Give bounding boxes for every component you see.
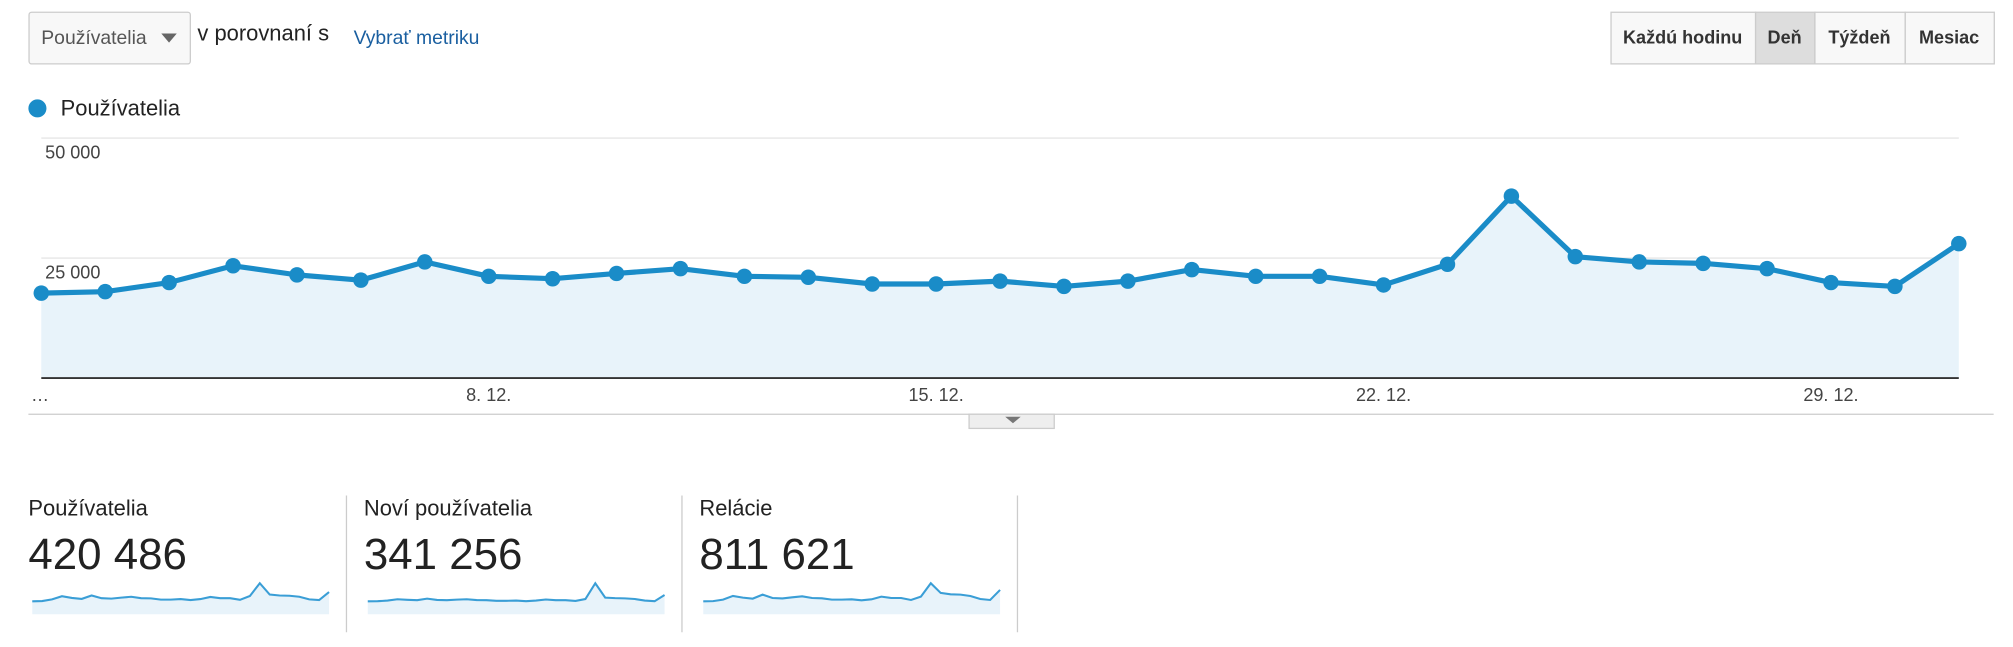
legend-dot (28, 99, 47, 118)
x-tick-label: 29. 12. (1803, 385, 1858, 405)
y-tick-label: 25 000 (45, 262, 100, 282)
dropdown-label: Používatelia (41, 27, 147, 49)
data-point (161, 274, 177, 291)
range-button-label: Každú hodinu (1623, 27, 1742, 47)
data-point (1184, 261, 1200, 278)
data-point (480, 268, 497, 285)
data-point (544, 270, 561, 287)
data-point (289, 267, 305, 283)
data-point (1503, 188, 1520, 204)
x-tick-label: 8. 12. (466, 385, 511, 405)
metric-name: Noví používatelia (364, 495, 533, 520)
dropdown-arrow (161, 33, 177, 43)
data-point (1375, 277, 1392, 293)
data-point (608, 265, 625, 282)
collapse-arrow (1005, 416, 1021, 424)
data-point (1951, 235, 1967, 252)
data-point (417, 254, 433, 270)
data-point (928, 276, 944, 292)
range-button[interactable] (1754, 11, 1816, 65)
data-point (33, 285, 50, 301)
data-point (1120, 273, 1136, 289)
data-point (864, 276, 880, 292)
data-point (1311, 268, 1328, 285)
sparkline (367, 581, 666, 603)
y-tick-label: 50 000 (45, 142, 100, 162)
metric-value: 811 621 (699, 530, 854, 579)
data-point (736, 268, 753, 285)
x-tick-label: 15. 12. (909, 385, 964, 405)
metric-dropdown[interactable] (28, 11, 191, 65)
choose-metric-link[interactable]: Vybrať metriku (354, 27, 480, 49)
data-point (1887, 278, 1903, 295)
data-point (1695, 255, 1711, 272)
data-point (672, 260, 689, 277)
data-point (1759, 260, 1775, 277)
data-point (1439, 256, 1456, 273)
sparkline (32, 581, 330, 603)
data-point (1567, 248, 1584, 265)
range-button-label: Týždeň (1828, 27, 1890, 47)
data-point (800, 269, 817, 286)
metric-name: Používatelia (28, 495, 148, 520)
data-point (1056, 278, 1072, 295)
data-point (992, 273, 1008, 289)
metric-name: Relácie (699, 495, 772, 520)
x-tick-label: … (31, 385, 49, 405)
data-point (1631, 254, 1647, 270)
range-button-label: Mesiac (1919, 27, 1979, 47)
range-button[interactable] (1814, 11, 1906, 65)
data-point (353, 272, 369, 288)
data-point (1247, 268, 1264, 285)
range-button-label: Deň (1768, 27, 1802, 47)
sparkline (703, 581, 1001, 603)
legend-label: Používatelia (61, 95, 181, 120)
x-tick-label: 22. 12. (1356, 385, 1411, 405)
data-point (97, 283, 113, 300)
compare-text: v porovnaní s (197, 21, 329, 46)
range-button[interactable] (1904, 11, 1995, 65)
data-point (1823, 274, 1839, 291)
metric-value: 341 256 (364, 530, 523, 579)
data-point (225, 258, 241, 274)
sparkline-area (367, 583, 665, 615)
metric-value: 420 486 (28, 530, 187, 579)
